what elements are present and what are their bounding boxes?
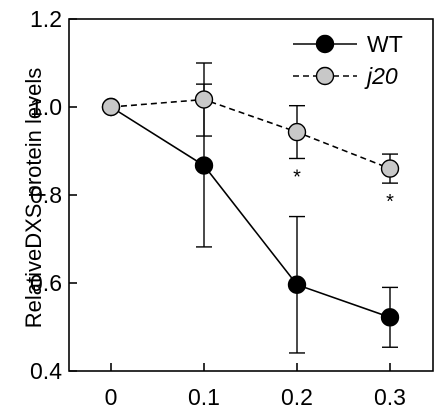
- x-tick-label: 0.2: [281, 384, 313, 410]
- legend-label: WT: [367, 31, 403, 57]
- x-tick-label: 0: [105, 384, 118, 410]
- data-point: [101, 97, 121, 117]
- series-line-j20: [110, 98, 391, 170]
- legend-item-wt: WT: [293, 31, 403, 57]
- series-j20: [101, 62, 400, 184]
- y-axis-title: RelativeDXS protein levels: [21, 68, 46, 328]
- data-point: [287, 122, 307, 142]
- series-wt: [101, 83, 400, 354]
- y-tick-label: 1.0: [30, 94, 62, 120]
- legend-item-j20: j20: [293, 63, 398, 89]
- significance-marker: *: [293, 166, 301, 188]
- axes: 0.4 0.6 0.8 1.0 1.2 0 0.1 0.2 0.3: [30, 6, 434, 410]
- data-point: [194, 90, 214, 109]
- x-tick-label: 0.3: [374, 384, 406, 410]
- y-tick-label: 0.4: [30, 358, 62, 384]
- y-tick-label: 1.2: [30, 6, 62, 32]
- plot-area: **: [101, 62, 400, 354]
- legend-marker: [315, 34, 335, 54]
- y-tick-label: 0.8: [30, 182, 62, 208]
- legend-label: j20: [364, 63, 398, 89]
- data-point: [194, 156, 214, 175]
- x-tick-label: 0.1: [188, 384, 220, 410]
- significance-marker: *: [386, 191, 394, 213]
- series-line-wt: [110, 106, 391, 319]
- y-tick-label: 0.6: [30, 270, 62, 296]
- data-point: [287, 275, 307, 294]
- legend: WT j20: [293, 31, 403, 89]
- legend-marker: [315, 66, 335, 86]
- data-point: [380, 308, 400, 327]
- data-point: [380, 159, 400, 178]
